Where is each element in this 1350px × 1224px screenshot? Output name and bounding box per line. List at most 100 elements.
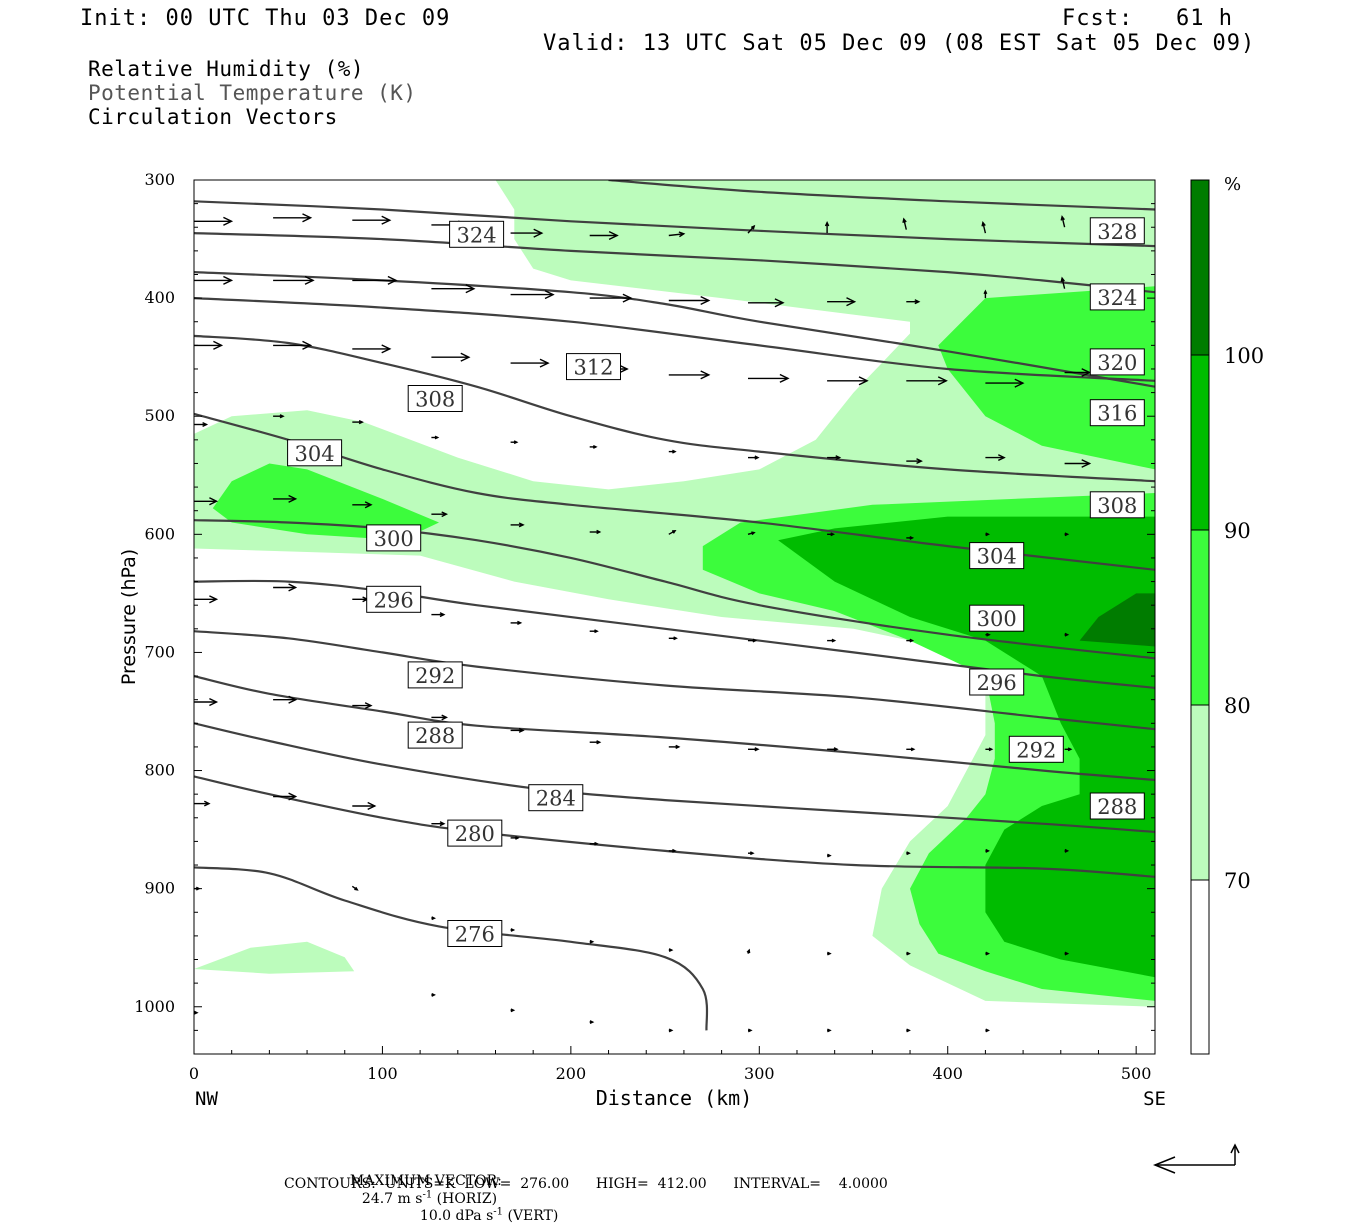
circulation-vector bbox=[748, 638, 758, 643]
circulation-vector bbox=[902, 217, 907, 230]
rh-region-100-4 bbox=[1079, 593, 1155, 647]
circulation-vector bbox=[748, 373, 790, 383]
contour-label-300: 300 bbox=[969, 604, 1025, 632]
circulation-vector bbox=[824, 220, 830, 234]
circulation-vector bbox=[273, 414, 285, 419]
colorbar-frame bbox=[1190, 179, 1210, 1055]
circulation-vector bbox=[827, 951, 832, 956]
svg-text:308: 308 bbox=[1097, 494, 1137, 518]
circulation-vector bbox=[431, 511, 449, 518]
svg-text:276: 276 bbox=[455, 923, 495, 947]
circulation-vector bbox=[1064, 459, 1092, 468]
circulation-vector bbox=[985, 378, 1025, 388]
endpoint-right-label: SE bbox=[1143, 1088, 1166, 1110]
reference-vector bbox=[1152, 1143, 1240, 1174]
contour-label-324: 324 bbox=[449, 220, 505, 248]
circulation-vector bbox=[273, 792, 298, 801]
circulation-vector bbox=[352, 501, 373, 509]
colorbar-unit: % bbox=[1224, 174, 1241, 195]
circulation-vector bbox=[668, 449, 677, 454]
circulation-vector bbox=[194, 497, 219, 506]
circulation-vector bbox=[906, 535, 915, 540]
circulation-vector bbox=[827, 747, 839, 752]
x-tick-label: 400 bbox=[932, 1064, 963, 1083]
x-tick-label: 500 bbox=[1121, 1064, 1152, 1083]
x-axis-title: Distance (km) bbox=[596, 1086, 753, 1110]
svg-text:300: 300 bbox=[374, 527, 414, 551]
y-tick-label: 300 bbox=[144, 170, 175, 189]
circulation-vector bbox=[589, 939, 595, 944]
circulation-vector bbox=[510, 727, 525, 733]
y-tick-label: 400 bbox=[144, 288, 175, 307]
x-tick-label: 0 bbox=[189, 1064, 199, 1083]
y-tick-label: 900 bbox=[144, 879, 175, 898]
circulation-vector bbox=[352, 275, 398, 285]
legend-potential-temperature: Potential Temperature (K) bbox=[88, 81, 417, 105]
circulation-vector bbox=[510, 835, 520, 840]
circulation-vector bbox=[668, 530, 677, 535]
circulation-vector bbox=[431, 284, 476, 294]
circulation-vector bbox=[668, 231, 686, 238]
theta-contour-320 bbox=[194, 232, 1155, 294]
contour-label-300: 300 bbox=[366, 524, 422, 552]
contour-label-292: 292 bbox=[1008, 735, 1064, 763]
circulation-vector bbox=[747, 531, 756, 536]
circulation-vector bbox=[1064, 951, 1070, 956]
y-tick-label: 1000 bbox=[134, 997, 175, 1016]
circulation-vector bbox=[827, 455, 842, 461]
circulation-vector bbox=[906, 1028, 911, 1033]
circulation-vector bbox=[510, 1008, 516, 1013]
colorbar-segment bbox=[1191, 530, 1209, 705]
circulation-vector bbox=[827, 638, 837, 643]
theta-contour-308 bbox=[194, 334, 1155, 483]
circulation-vector bbox=[668, 295, 711, 306]
circulation-vector bbox=[273, 340, 313, 350]
svg-text:292: 292 bbox=[415, 664, 455, 688]
svg-text:292: 292 bbox=[1016, 738, 1056, 762]
colorbar-segment bbox=[1191, 880, 1209, 1054]
circulation-vector bbox=[194, 216, 234, 226]
circulation-vector bbox=[748, 455, 760, 460]
circulation-vector bbox=[273, 213, 313, 223]
contour-labels: 324 328 324 320 312 308 316 304 308 300 304 296 300 2… bbox=[287, 217, 1145, 947]
contour-label-312: 312 bbox=[566, 353, 621, 381]
circulation-vector bbox=[746, 948, 751, 954]
circulation-vector bbox=[1064, 747, 1073, 752]
plot-frame bbox=[193, 179, 1156, 1055]
svg-text:328: 328 bbox=[1097, 220, 1137, 244]
circulation-vector bbox=[589, 841, 599, 846]
svg-text:288: 288 bbox=[1097, 795, 1137, 819]
circulation-vector bbox=[510, 522, 525, 528]
circulation-vector bbox=[985, 1028, 991, 1033]
colorbar-label: 90 bbox=[1224, 519, 1251, 543]
circulation-vector bbox=[985, 532, 991, 537]
colorbar-label: 70 bbox=[1224, 869, 1251, 893]
circulation-vector bbox=[906, 458, 923, 465]
contour-label-308: 308 bbox=[1089, 491, 1145, 519]
theta-contour-292 bbox=[194, 630, 1155, 731]
circulation-vector bbox=[351, 885, 359, 891]
theta-contour-312 bbox=[194, 297, 1155, 382]
circulation-vector bbox=[510, 290, 555, 300]
colorbar-label: 80 bbox=[1224, 694, 1251, 718]
contour-label-296: 296 bbox=[969, 668, 1025, 696]
contour-label-304: 304 bbox=[969, 542, 1025, 570]
circulation-vector bbox=[431, 916, 437, 921]
circulation-vector bbox=[906, 851, 911, 856]
contour-label-292: 292 bbox=[407, 661, 463, 689]
circulation-vector bbox=[1064, 632, 1070, 637]
theta-contour-284 bbox=[194, 722, 1155, 834]
colorbar-segment bbox=[1191, 355, 1209, 530]
svg-text:324: 324 bbox=[1097, 286, 1137, 310]
circulation-vector bbox=[1064, 368, 1092, 377]
contour-info: CONTOURS: UNITS=K LOW= 276.00 HIGH= 412.… bbox=[284, 1176, 888, 1192]
circulation-vector bbox=[827, 532, 836, 537]
circulation-vector bbox=[668, 636, 678, 641]
circulation-vector bbox=[589, 529, 602, 535]
contour-label-288: 288 bbox=[1089, 792, 1145, 820]
contour-label-296: 296 bbox=[366, 585, 422, 613]
circulation-vector bbox=[431, 714, 448, 721]
theta-contour-324 bbox=[194, 200, 1155, 248]
contour-label-280: 280 bbox=[447, 819, 503, 847]
contour-label-316: 316 bbox=[1089, 399, 1145, 427]
